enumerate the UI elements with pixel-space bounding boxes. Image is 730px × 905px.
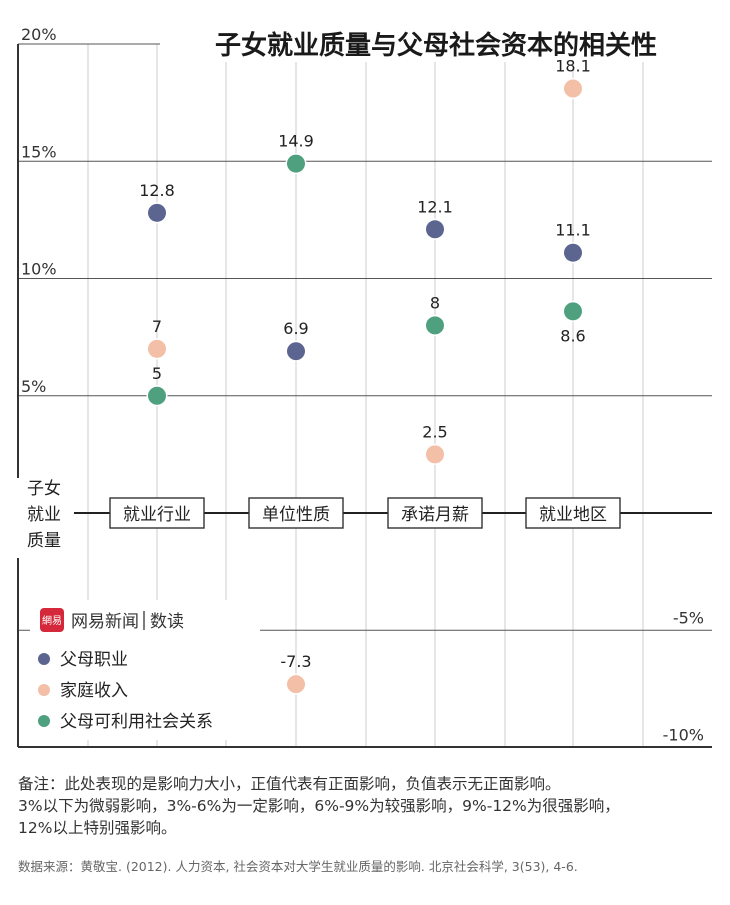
point-s0-c2 [426, 220, 444, 239]
category-label-3: 就业地区 [539, 505, 607, 525]
data-label-s2-c1: 14.9 [278, 132, 314, 151]
y-tick-label-5: -10% [663, 726, 704, 745]
point-s0-c1 [287, 342, 305, 361]
category-labels: 就业行业 单位性质 承诺月薪 就业地区 [109, 497, 621, 529]
point-s2-c0 [148, 386, 166, 405]
footnote: 备注：此处表现的是影响力大小，正值代表有正面影响，负值表示无正面影响。 3%以下… [18, 773, 718, 839]
data-label-s0-c2: 12.1 [417, 197, 453, 216]
chart-title-background [163, 24, 711, 62]
footnote-line-2: 3%以下为微弱影响，3%-6%为一定影响，6%-9%为较强影响，9%-12%为很… [18, 797, 620, 815]
category-box-0 [109, 497, 205, 529]
point-s1-c2 [426, 445, 444, 464]
y-tick-label-3: 5% [21, 377, 46, 396]
chart-grid [18, 43, 712, 749]
chart: 20% 15% 10% 5% -5% -10% 子女就业质量 子女就业质量与父母社会资本的相… [14, 24, 712, 749]
point-s0-c3 [564, 243, 582, 262]
chart-axes: 20% 15% 10% 5% -5% -10% 子女就业质量 [14, 25, 712, 748]
data-label-s0-c1: 6.9 [283, 319, 308, 338]
legend-marker-0 [38, 653, 50, 665]
brand-name: 网易新闻 [71, 612, 139, 632]
y-tick-label-1: 15% [21, 142, 57, 161]
brand-logo-icon [40, 608, 64, 632]
data-label-s2-c0: 5 [152, 364, 162, 383]
y-tick-label-0: 20% [21, 25, 57, 44]
category-label-0: 就业行业 [123, 505, 191, 525]
point-s2-c3 [564, 302, 582, 321]
footnote-line-1: 备注：此处表现的是影响力大小，正值代表有正面影响，负值表示无正面影响。 [18, 775, 561, 793]
brand-logo-text: 網易 [42, 614, 62, 627]
y-axis-label-line-1: 子女 [27, 479, 61, 499]
point-s1-c0 [148, 339, 166, 358]
legend-marker-2 [38, 715, 50, 727]
data-label-s0-c0: 12.8 [139, 181, 175, 200]
data-label-s0-c3: 11.1 [555, 221, 591, 240]
y-axis-label-background [14, 478, 74, 558]
y-axis-label-line-2: 就业 [27, 505, 61, 525]
y-tick-label-4: -5% [673, 608, 704, 627]
data-label-s1-c1: -7.3 [280, 652, 311, 671]
data-label-s2-c3: 8.6 [560, 326, 585, 345]
chart-title: 子女就业质量与父母社会资本的相关性 [215, 30, 657, 61]
data-label-s2-c2: 8 [430, 293, 440, 312]
legend-background [30, 600, 260, 740]
data-label-s1-c3: 18.1 [555, 57, 591, 76]
legend-label-2: 父母可利用社会关系 [60, 712, 213, 732]
legend-marker-1 [38, 684, 50, 696]
legend-label-0: 父母职业 [60, 650, 128, 670]
point-s2-c2 [426, 316, 444, 335]
data-label-s1-c0: 7 [152, 317, 162, 336]
data-label-s1-c2: 2.5 [422, 422, 447, 441]
data-points: 12.8 6.9 12.1 11.1 7 -7.3 2.5 18.1 5 14.9 8 8.6 [139, 57, 591, 695]
brand-subname: 数读 [150, 612, 184, 632]
point-s1-c3 [564, 79, 582, 98]
category-label-1: 单位性质 [262, 505, 330, 525]
point-s1-c1 [287, 675, 305, 694]
category-box-1 [248, 497, 344, 529]
data-source: 数据来源：黄敬宝. (2012). 人力资本, 社会资本对大学生就业质量的影响.… [18, 859, 578, 874]
point-s0-c0 [148, 203, 166, 222]
category-box-2 [387, 497, 483, 529]
category-box-3 [525, 497, 621, 529]
legend-label-1: 家庭收入 [60, 681, 128, 701]
category-label-2: 承诺月薪 [401, 505, 469, 525]
y-tick-label-2: 10% [21, 260, 57, 279]
footnote-line-3: 12%以上特别强影响。 [18, 819, 177, 837]
point-s2-c1 [287, 154, 305, 173]
chart-title-group: 子女就业质量与父母社会资本的相关性 [163, 24, 711, 62]
y-axis-label-line-3: 质量 [27, 531, 61, 551]
